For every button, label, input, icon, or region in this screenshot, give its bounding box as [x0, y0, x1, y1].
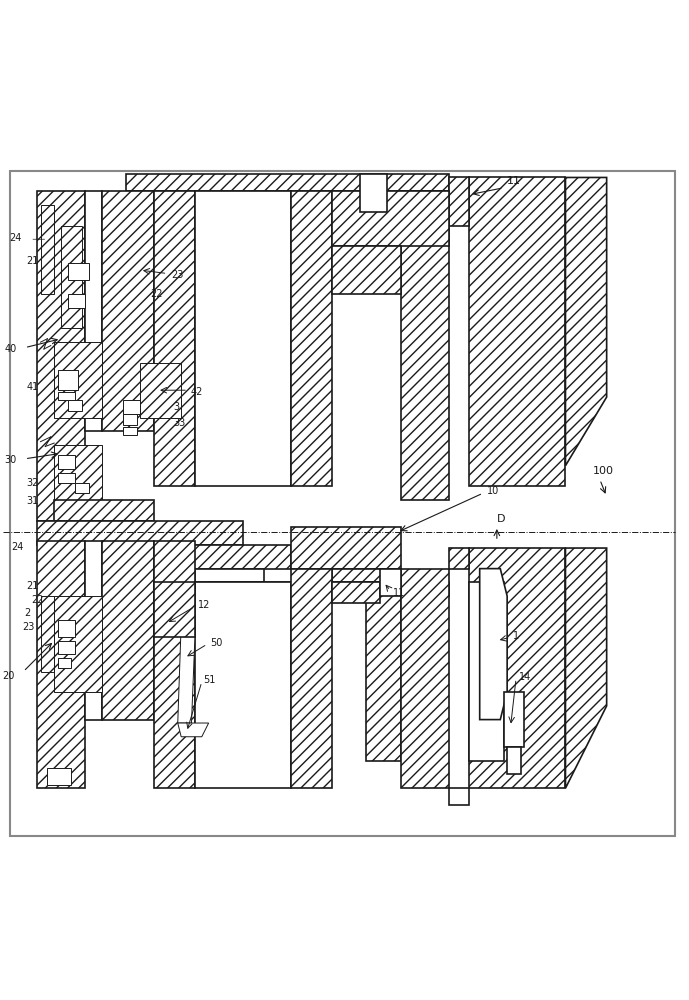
Text: 24: 24 [10, 233, 22, 243]
Polygon shape [58, 500, 92, 510]
Polygon shape [54, 596, 102, 692]
Bar [58, 658, 72, 668]
Text: 100: 100 [593, 466, 614, 476]
Text: 41: 41 [26, 382, 39, 392]
Polygon shape [291, 569, 332, 788]
Polygon shape [154, 582, 195, 637]
Polygon shape [54, 342, 102, 418]
Polygon shape [85, 191, 102, 431]
Bar [58, 455, 75, 469]
Text: 11: 11 [507, 176, 521, 186]
Polygon shape [566, 177, 606, 466]
Polygon shape [102, 191, 154, 431]
Polygon shape [195, 582, 291, 788]
Bar [58, 620, 75, 637]
Polygon shape [332, 582, 380, 603]
Polygon shape [178, 624, 195, 723]
Polygon shape [102, 541, 154, 720]
Bar [58, 641, 75, 654]
Text: 22: 22 [150, 289, 163, 299]
Text: 40: 40 [4, 344, 17, 354]
Polygon shape [178, 723, 209, 737]
Polygon shape [195, 569, 263, 582]
Polygon shape [61, 226, 82, 328]
Polygon shape [360, 174, 387, 212]
Text: 12: 12 [198, 600, 211, 610]
Polygon shape [332, 246, 401, 294]
Polygon shape [504, 692, 524, 747]
Polygon shape [367, 582, 401, 761]
Bar [449, 788, 469, 805]
Polygon shape [154, 191, 195, 486]
Text: 21: 21 [26, 581, 39, 591]
Text: 51: 51 [203, 675, 216, 685]
Polygon shape [37, 541, 85, 788]
Text: 21: 21 [26, 256, 39, 266]
Bar [68, 294, 85, 308]
Polygon shape [401, 191, 449, 500]
Bar [75, 483, 89, 493]
Bar [123, 400, 140, 414]
Polygon shape [291, 191, 332, 486]
Polygon shape [37, 191, 85, 521]
Text: 20: 20 [3, 671, 15, 681]
Text: 32: 32 [26, 478, 39, 488]
Bar [58, 370, 79, 390]
Text: 30: 30 [4, 455, 17, 465]
Text: 22: 22 [32, 595, 44, 605]
Polygon shape [449, 177, 469, 226]
Polygon shape [126, 174, 449, 191]
Polygon shape [332, 191, 449, 246]
Bar [48, 768, 72, 785]
Polygon shape [480, 569, 507, 720]
Text: 10: 10 [486, 486, 499, 496]
Polygon shape [41, 205, 54, 294]
Text: 14: 14 [519, 672, 531, 682]
Polygon shape [54, 500, 154, 521]
Bar [58, 392, 75, 400]
Text: D: D [497, 514, 505, 524]
Text: 50: 50 [210, 638, 223, 648]
Text: 31: 31 [26, 496, 39, 506]
Bar [123, 414, 136, 425]
Text: 24: 24 [11, 542, 23, 552]
Polygon shape [469, 548, 566, 788]
Bar [507, 747, 521, 774]
Polygon shape [291, 527, 401, 569]
Polygon shape [195, 191, 291, 486]
Text: 23: 23 [22, 622, 34, 632]
Text: 23: 23 [171, 270, 183, 280]
Bar [68, 400, 82, 411]
Polygon shape [380, 569, 401, 596]
Bar [68, 263, 89, 280]
Polygon shape [469, 582, 504, 761]
Polygon shape [37, 521, 243, 545]
Text: 2: 2 [24, 608, 30, 618]
Text: 1: 1 [513, 631, 520, 641]
Polygon shape [154, 545, 291, 569]
Text: 3: 3 [173, 402, 179, 412]
Polygon shape [54, 445, 102, 500]
Bar [123, 427, 136, 435]
Polygon shape [380, 582, 449, 596]
Text: 33: 33 [173, 418, 185, 428]
Polygon shape [85, 541, 102, 720]
Polygon shape [140, 363, 181, 418]
Polygon shape [401, 569, 449, 788]
Polygon shape [566, 548, 606, 788]
Polygon shape [209, 582, 298, 596]
Polygon shape [332, 569, 401, 582]
Text: 11: 11 [393, 588, 405, 598]
Bar [58, 473, 75, 483]
Polygon shape [449, 548, 469, 569]
Polygon shape [154, 541, 195, 788]
Polygon shape [41, 596, 54, 672]
Text: 42: 42 [191, 387, 203, 397]
Polygon shape [469, 177, 566, 486]
